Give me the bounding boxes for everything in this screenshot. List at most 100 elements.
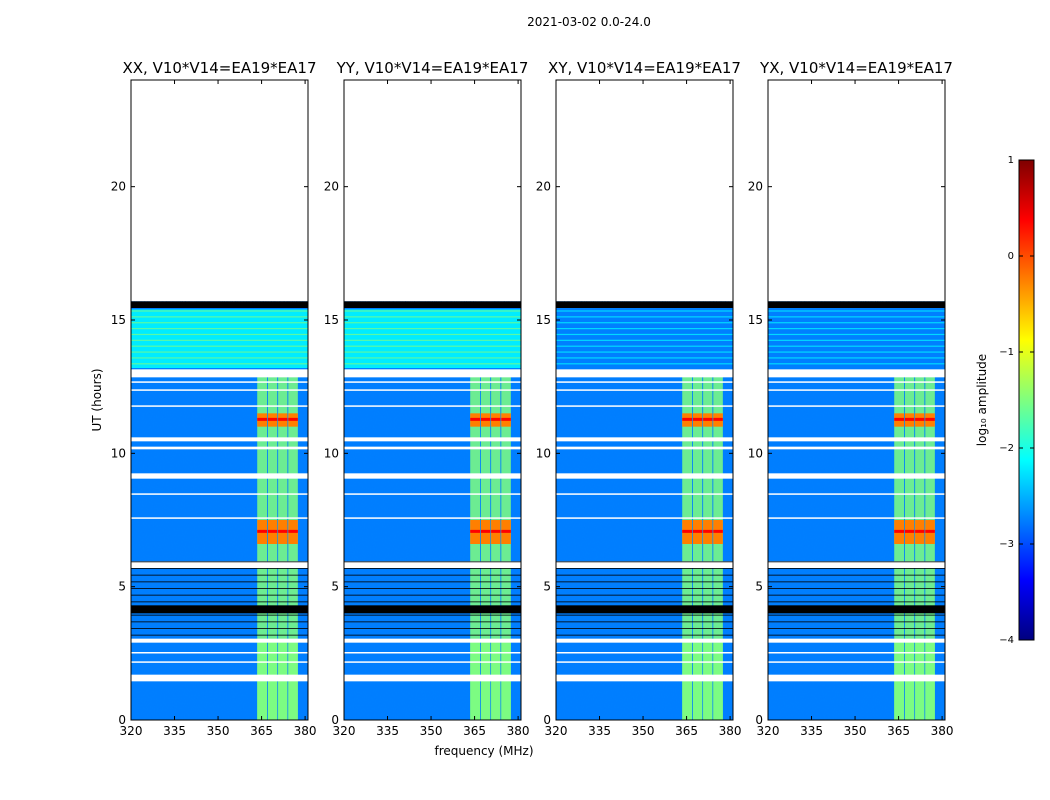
flag-line xyxy=(556,614,733,616)
y-tick-label: 10 xyxy=(324,446,339,460)
heatmap-streak xyxy=(768,351,945,353)
flag-band xyxy=(344,301,521,308)
gap-line xyxy=(344,381,521,383)
rfi-column xyxy=(267,373,278,720)
rfi-hot-line xyxy=(925,417,935,421)
rfi-column xyxy=(925,373,935,720)
heatmap-body xyxy=(344,301,521,720)
heatmap-streak xyxy=(556,333,733,336)
y-tick-label: 15 xyxy=(536,313,551,327)
y-tick-label: 10 xyxy=(536,446,551,460)
gap-line xyxy=(131,405,308,407)
flag-band xyxy=(344,561,521,568)
gap-line xyxy=(768,652,945,654)
heatmap-streak xyxy=(768,357,945,359)
flag-band xyxy=(768,674,945,682)
flag-line xyxy=(131,581,308,583)
flag-band xyxy=(556,301,733,308)
heatmap-streak xyxy=(344,363,521,365)
y-tick-label: 15 xyxy=(111,313,126,327)
flag-line xyxy=(556,568,733,569)
flag-line xyxy=(556,628,733,629)
heatmap-streak xyxy=(344,328,521,330)
flag-line xyxy=(131,614,308,616)
rfi-hot-line xyxy=(278,529,288,533)
x-tick-label: 365 xyxy=(463,724,486,738)
gap-line xyxy=(131,381,308,383)
heatmap-streak xyxy=(131,339,308,341)
flag-line xyxy=(768,628,945,629)
rfi-hot-line xyxy=(470,417,481,421)
y-tick-label: 15 xyxy=(748,313,763,327)
heatmap-streak xyxy=(344,310,521,312)
colorbar-gradient xyxy=(1018,159,1035,641)
colorbar-label: log₁₀ amplitude xyxy=(975,354,989,446)
rfi-hot-line xyxy=(480,529,491,533)
flag-line xyxy=(131,594,308,596)
rfi-hot-line xyxy=(257,417,268,421)
flag-band xyxy=(556,674,733,682)
x-tick-label: 380 xyxy=(294,724,317,738)
gap-line xyxy=(556,652,733,654)
colorbar-tick-label: −1 xyxy=(999,347,1014,358)
rfi-column xyxy=(501,373,511,720)
rfi-hot-line xyxy=(491,417,501,421)
y-tick-label: 0 xyxy=(118,713,126,727)
gap-line xyxy=(556,493,733,495)
flag-band xyxy=(131,301,308,308)
y-axis-label: UT (hours) xyxy=(90,368,104,431)
flag-band xyxy=(768,446,945,450)
heatmap-streak xyxy=(556,345,733,347)
rfi-hot-line xyxy=(904,529,915,533)
x-tick-label: 380 xyxy=(507,724,530,738)
flag-line xyxy=(131,561,308,563)
panel-xx: XX, V10*V14=EA19*EA17 320 335 350 365 380 0 5 10… xyxy=(111,59,317,738)
heatmap-streak xyxy=(344,333,521,336)
x-tick-label: 365 xyxy=(887,724,910,738)
rfi-column xyxy=(713,373,723,720)
gap-line xyxy=(768,517,945,519)
heatmap-streak xyxy=(556,357,733,359)
rfi-hot-line xyxy=(288,417,298,421)
heatmap-streak xyxy=(131,357,308,359)
gap-line xyxy=(556,389,733,391)
flag-band xyxy=(131,605,308,614)
flag-line xyxy=(344,594,521,596)
flag-band xyxy=(131,561,308,568)
gap-line xyxy=(556,517,733,519)
y-tick-label: 5 xyxy=(755,580,763,594)
heatmap-body xyxy=(556,301,733,720)
heatmap-streak xyxy=(556,328,733,330)
heatmap-late-segment xyxy=(768,309,945,368)
heatmap-streak xyxy=(131,345,308,347)
flag-band xyxy=(556,473,733,479)
flag-band xyxy=(344,674,521,682)
rfi-column xyxy=(682,373,693,720)
heatmap-body xyxy=(768,301,945,720)
heatmap-streak xyxy=(131,316,308,318)
gap-line xyxy=(556,405,733,407)
gap-line xyxy=(768,405,945,407)
flag-line xyxy=(768,601,945,603)
rfi-hot-line xyxy=(491,529,501,533)
flag-line xyxy=(556,581,733,583)
flag-band xyxy=(344,638,521,643)
rfi-hot-line xyxy=(480,417,491,421)
y-tick-label: 0 xyxy=(755,713,763,727)
gap-line xyxy=(556,381,733,383)
flag-line xyxy=(131,628,308,629)
x-tick-label: 380 xyxy=(719,724,742,738)
panel-title: YY, V10*V14=EA19*EA17 xyxy=(336,59,529,77)
flag-band xyxy=(768,369,945,378)
y-tick-label: 15 xyxy=(324,313,339,327)
flag-band xyxy=(556,561,733,568)
rfi-column xyxy=(703,373,713,720)
flag-line xyxy=(344,581,521,583)
gap-line xyxy=(344,405,521,407)
colorbar-tick-label: −4 xyxy=(999,635,1014,646)
axes-frame xyxy=(767,79,946,721)
flag-band xyxy=(556,437,733,442)
heatmap-streak xyxy=(768,333,945,336)
heatmap-streak xyxy=(556,322,733,324)
gap-line xyxy=(131,389,308,391)
